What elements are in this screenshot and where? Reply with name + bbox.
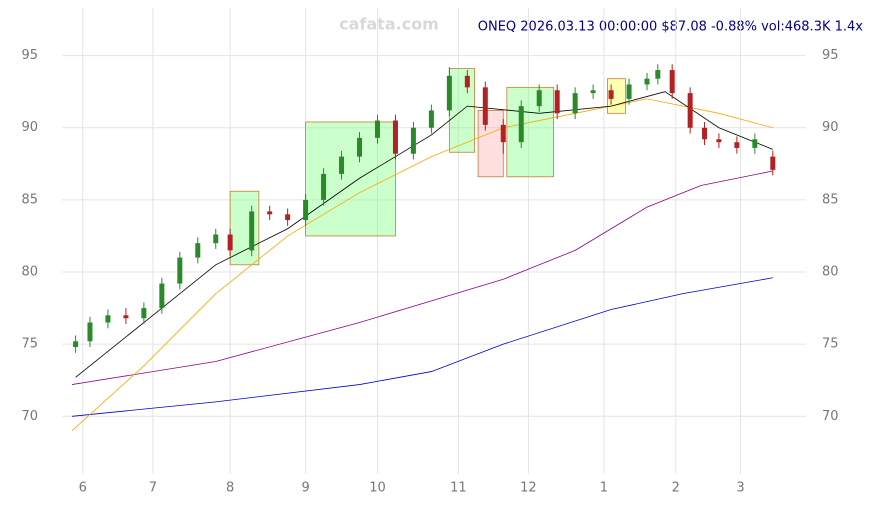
y-tick-label: 90 bbox=[21, 120, 38, 135]
candle-body bbox=[687, 93, 693, 128]
candle-body bbox=[482, 87, 488, 125]
candle-body bbox=[177, 257, 183, 284]
candle-body bbox=[227, 234, 233, 251]
candle-body bbox=[213, 234, 219, 244]
candle-body bbox=[123, 315, 129, 319]
y-tick-label: 90 bbox=[822, 120, 839, 135]
candle-body bbox=[669, 70, 675, 94]
candle-body bbox=[410, 127, 416, 154]
candle-body bbox=[590, 90, 596, 94]
x-tick-label: 8 bbox=[226, 481, 234, 496]
y-tick-label: 80 bbox=[21, 265, 38, 280]
candle-body bbox=[446, 75, 452, 111]
candle-body bbox=[655, 70, 661, 79]
moving-average bbox=[75, 91, 773, 378]
zone bbox=[607, 78, 626, 114]
candle-body bbox=[73, 341, 79, 348]
moving-average bbox=[71, 98, 773, 432]
candle-body bbox=[303, 199, 309, 221]
candle-body bbox=[339, 156, 345, 174]
y-tick-label: 80 bbox=[822, 265, 839, 280]
candle-body bbox=[536, 90, 542, 107]
y-tick-label: 70 bbox=[21, 409, 38, 424]
candle-body bbox=[428, 110, 434, 128]
candle-body bbox=[464, 75, 470, 88]
candle-body bbox=[518, 106, 524, 143]
candle-body bbox=[267, 211, 273, 215]
watermark: cafata.com bbox=[339, 15, 439, 34]
moving-average bbox=[71, 170, 773, 385]
candle-body bbox=[87, 322, 93, 342]
candle-body bbox=[608, 90, 614, 99]
candle-body bbox=[285, 214, 291, 221]
y-tick-label: 85 bbox=[21, 192, 38, 207]
candle-body bbox=[644, 78, 650, 85]
candle-body bbox=[249, 211, 255, 251]
x-tick-label: 6 bbox=[79, 481, 87, 496]
y-tick-label: 95 bbox=[822, 48, 839, 63]
candle-body bbox=[752, 139, 758, 148]
y-tick-label: 75 bbox=[21, 337, 38, 352]
x-tick-label: 3 bbox=[736, 481, 744, 496]
candle-body bbox=[554, 90, 560, 114]
zone bbox=[305, 121, 396, 237]
zone bbox=[477, 110, 504, 178]
y-tick-label: 75 bbox=[822, 337, 839, 352]
y-tick-label: 95 bbox=[21, 48, 38, 63]
y-tick-label: 85 bbox=[822, 192, 839, 207]
y-tick-label: 70 bbox=[822, 409, 839, 424]
x-tick-label: 7 bbox=[149, 481, 157, 496]
candle-body bbox=[572, 93, 578, 114]
candle-body bbox=[770, 156, 776, 170]
x-tick-label: 12 bbox=[520, 481, 537, 496]
zone bbox=[229, 190, 260, 266]
candle-body bbox=[159, 283, 165, 309]
chart-title: ONEQ 2026.03.13 00:00:00 $87.08 -0.88% v… bbox=[478, 20, 864, 35]
x-tick-label: 1 bbox=[600, 481, 608, 496]
candle-body bbox=[105, 315, 111, 323]
candle-body bbox=[357, 137, 363, 157]
moving-average bbox=[71, 277, 773, 417]
candle-body bbox=[702, 127, 708, 140]
candle-body bbox=[500, 124, 506, 143]
x-tick-label: 11 bbox=[450, 481, 467, 496]
candle-body bbox=[734, 142, 740, 148]
x-tick-label: 2 bbox=[672, 481, 680, 496]
zone bbox=[506, 86, 554, 178]
candle-body bbox=[392, 120, 398, 154]
candle-body bbox=[321, 173, 327, 200]
x-tick-label: 10 bbox=[369, 481, 386, 496]
candle-body bbox=[195, 243, 201, 258]
candle-body bbox=[374, 120, 380, 138]
x-tick-label: 9 bbox=[301, 481, 309, 496]
candle-body bbox=[626, 84, 632, 99]
candle-body bbox=[141, 308, 147, 319]
candle-body bbox=[716, 139, 722, 143]
